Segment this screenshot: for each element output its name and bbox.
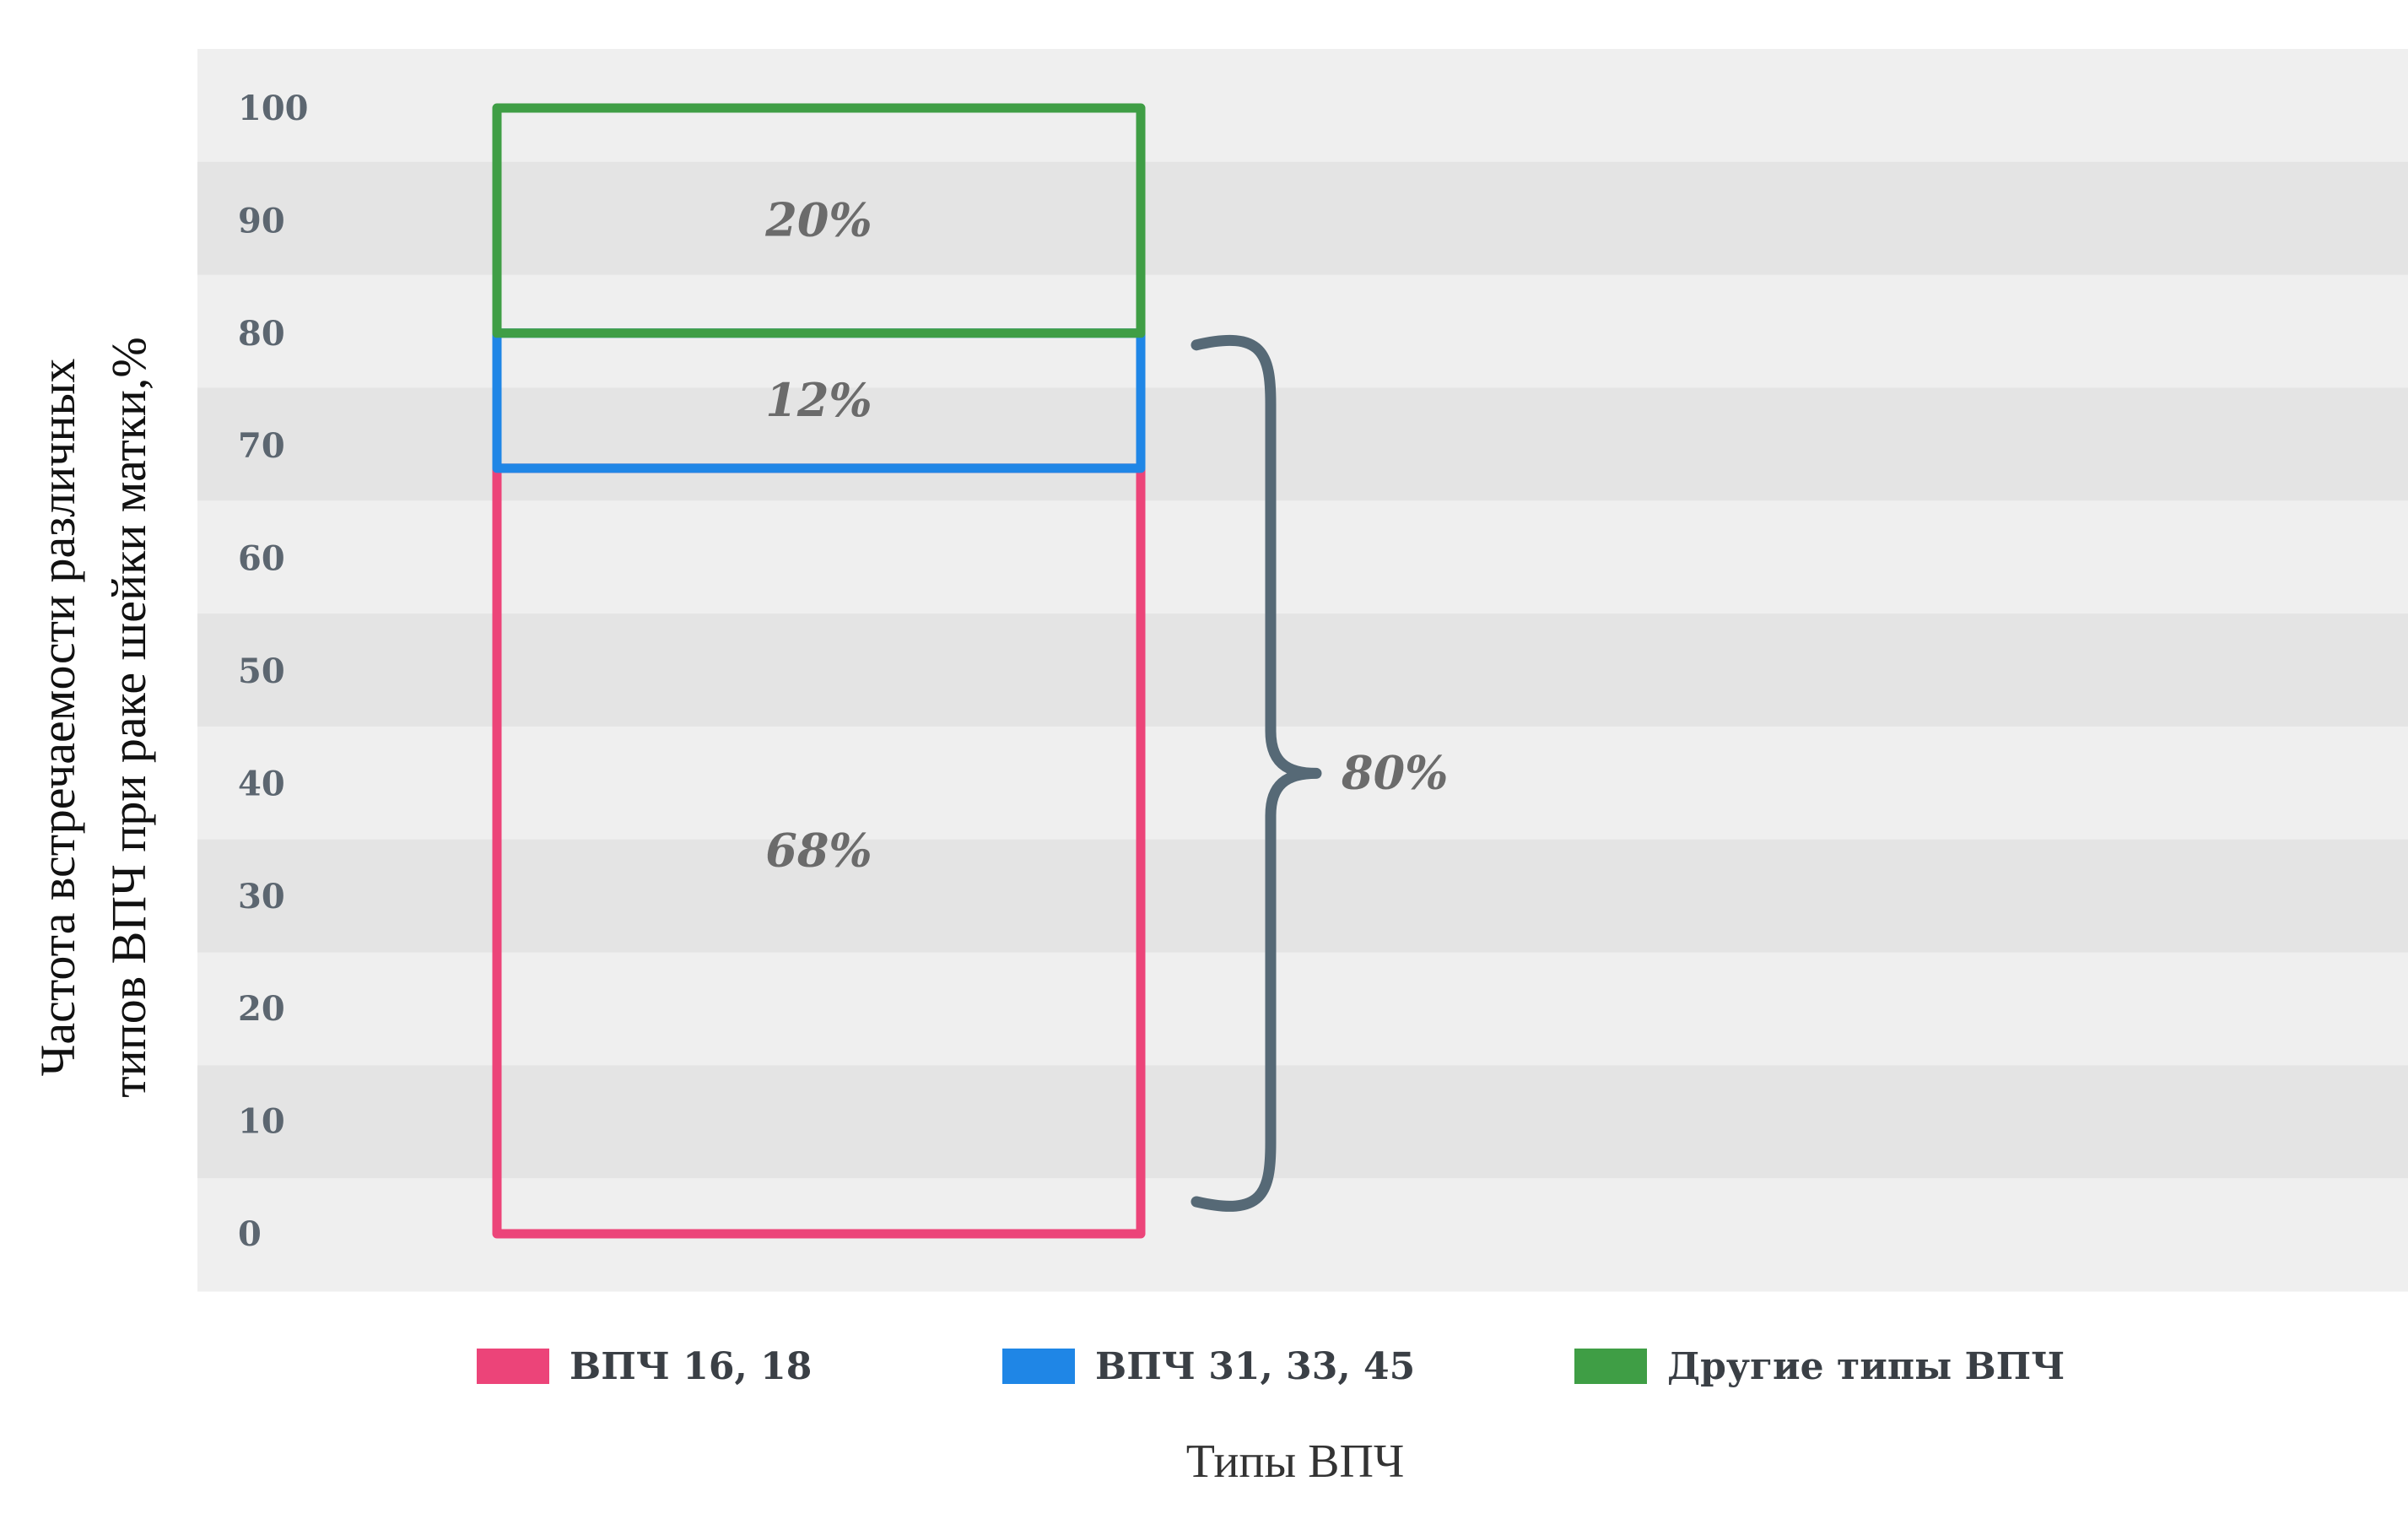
bar-segment-label-2: 12% — [765, 373, 872, 427]
y-tick-label: 100 — [238, 89, 309, 128]
legend-label: Другие типы ВПЧ — [1667, 1345, 2065, 1388]
legend: ВПЧ 16, 18 ВПЧ 31, 33, 45 Другие типы ВПЧ — [477, 1345, 2065, 1388]
grid-band — [197, 161, 2408, 276]
grid-band — [197, 387, 2408, 501]
y-tick-label: 10 — [238, 1102, 285, 1142]
legend-swatch — [1002, 1349, 1075, 1384]
legend-swatch — [1574, 1349, 1647, 1384]
y-axis-ticks: 0 10 20 30 40 50 60 70 80 90 100 — [238, 89, 309, 1254]
stacked-bar: 68% 12% 20% — [492, 103, 1146, 1239]
bar-segment-3 — [492, 103, 1146, 338]
grid-band — [197, 614, 2408, 727]
y-tick-label: 90 — [238, 201, 285, 241]
x-axis-label: Типы ВПЧ — [1186, 1435, 1405, 1488]
bracket: 80% — [1191, 334, 1448, 1212]
bar-segment-label-3: 20% — [764, 192, 872, 246]
y-tick-label: 40 — [238, 764, 285, 803]
grid-band — [197, 952, 2408, 1066]
y-tick-label: 70 — [238, 426, 285, 466]
y-tick-label: 50 — [238, 651, 285, 691]
y-tick-label: 60 — [238, 539, 285, 579]
y-tick-label: 30 — [238, 877, 285, 916]
y-tick-label: 0 — [238, 1214, 262, 1254]
bracket-label: 80% — [1341, 745, 1448, 799]
legend-swatch — [477, 1349, 549, 1384]
grid-band — [197, 839, 2408, 954]
legend-item-3: Другие типы ВПЧ — [1574, 1345, 2065, 1388]
plot-background — [197, 49, 2408, 1292]
grid-band — [197, 1065, 2408, 1179]
y-axis-label-line-1: Частота встречаемости различных — [30, 359, 85, 1077]
bar-segment-label-1: 68% — [765, 823, 872, 877]
legend-item-2: ВПЧ 31, 33, 45 — [1002, 1345, 1415, 1388]
bracket-brace — [1191, 334, 1322, 1212]
legend-label: ВПЧ 16, 18 — [570, 1345, 812, 1388]
grid-band — [197, 726, 2408, 841]
grid-band — [197, 500, 2408, 614]
legend-label: ВПЧ 31, 33, 45 — [1095, 1345, 1415, 1388]
y-tick-label: 20 — [238, 989, 285, 1029]
y-tick-label: 80 — [238, 314, 285, 354]
legend-item-1: ВПЧ 16, 18 — [477, 1345, 812, 1388]
y-axis-label-line-2: типов ВПЧ при раке шейки матки,% — [101, 337, 156, 1097]
